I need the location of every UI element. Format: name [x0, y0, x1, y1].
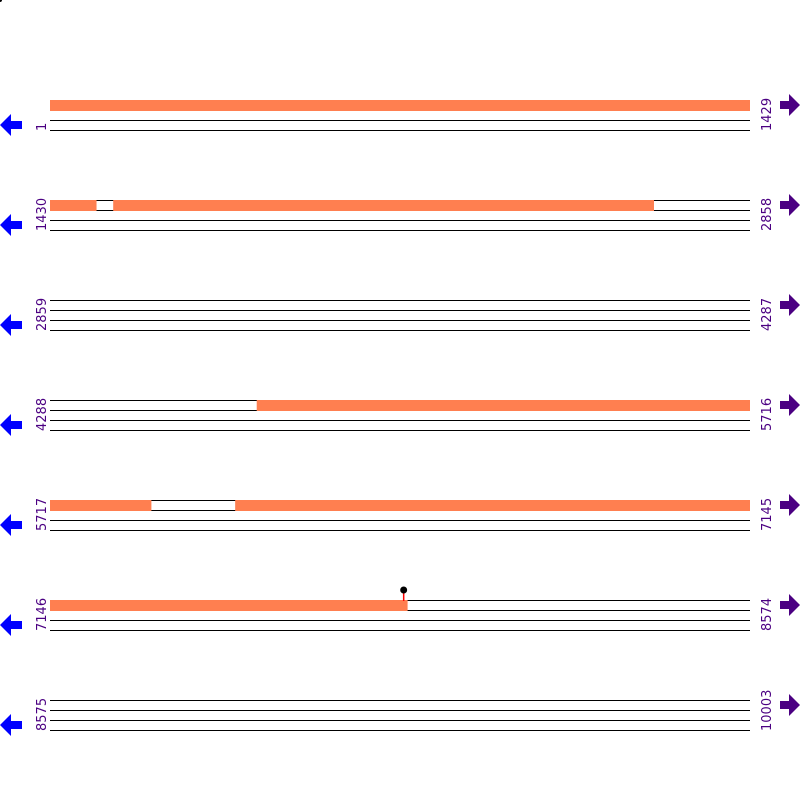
sequence-row: 8575 10003 [0, 690, 800, 736]
row-start-label: 8575 [35, 698, 50, 731]
row-end-label: 1429 [760, 98, 775, 131]
feature-bar [50, 100, 750, 111]
arrow-right-icon[interactable] [780, 694, 800, 716]
row-end-label: 5716 [760, 398, 775, 431]
sequence-row: 1 1429 [0, 94, 800, 136]
arrow-right-icon[interactable] [780, 494, 800, 516]
row-end-label: 10003 [760, 690, 775, 731]
sequence-row: 1430 2858 [0, 194, 800, 236]
feature-bar [50, 600, 408, 611]
sequence-row: 4288 5716 [0, 394, 800, 436]
arrow-left-icon[interactable] [0, 414, 22, 436]
arrow-right-icon[interactable] [780, 594, 800, 616]
row-start-label: 2859 [35, 298, 50, 331]
row-start-label: 7146 [35, 598, 50, 631]
corner-dot [0, 0, 2, 2]
arrow-right-icon[interactable] [780, 94, 800, 116]
arrow-right-icon[interactable] [780, 394, 800, 416]
row-end-label: 4287 [760, 298, 775, 331]
sequence-row: 2859 4287 [0, 294, 800, 336]
marker-icon [400, 586, 408, 594]
arrow-left-icon[interactable] [0, 114, 22, 136]
feature-bar [256, 400, 750, 411]
row-start-label: 4288 [35, 398, 50, 431]
row-start-label: 1430 [35, 198, 50, 231]
sequence-row: 5717 7145 [0, 494, 800, 536]
feature-bar [113, 200, 654, 211]
arrow-right-icon[interactable] [780, 294, 800, 316]
arrow-left-icon[interactable] [0, 314, 22, 336]
arrow-left-icon[interactable] [0, 214, 22, 236]
feature-bar [50, 200, 97, 211]
row-end-label: 8574 [760, 598, 775, 631]
row-start-label: 5717 [35, 498, 50, 531]
sequence-row: 7146 8574 [0, 586, 800, 636]
row-start-label: 1 [35, 123, 50, 131]
row-end-label: 2858 [760, 198, 775, 231]
arrow-left-icon[interactable] [0, 714, 22, 736]
arrow-left-icon[interactable] [0, 514, 22, 536]
arrow-left-icon[interactable] [0, 614, 22, 636]
feature-bar [50, 500, 152, 511]
arrow-right-icon[interactable] [780, 194, 800, 216]
row-end-label: 7145 [760, 498, 775, 531]
feature-bar [235, 500, 751, 511]
